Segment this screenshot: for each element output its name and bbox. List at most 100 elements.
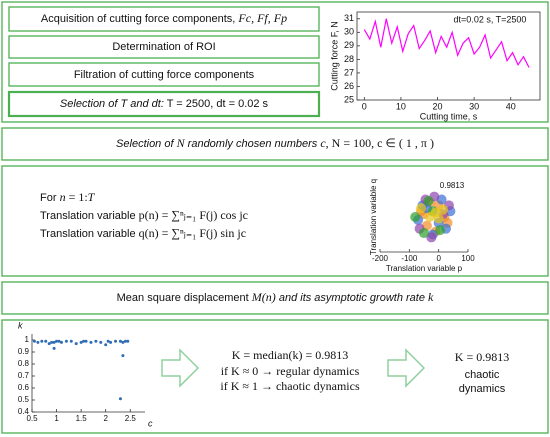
point: [59, 340, 63, 344]
point: [82, 339, 86, 343]
x-axis-label: Cutting time, s: [420, 111, 478, 121]
x-tick-label: 0.5: [26, 414, 38, 423]
text-part: Mean square displacement: [117, 292, 252, 304]
point: [40, 339, 44, 343]
step-text: Acquisition of cutting force components,…: [41, 11, 287, 25]
text-part: , N = 100, c ∈ ( 1 , π ): [326, 136, 434, 150]
step-box: [1, 281, 549, 315]
point: [79, 340, 83, 344]
annotation: dt=0.02 s, T=2500: [454, 14, 527, 24]
y-tick-label: 31: [344, 13, 354, 23]
step-text: Selection of N randomly chosen numbers c…: [116, 136, 434, 150]
text-part: Selection of: [116, 138, 177, 150]
y-tick-label: 27: [344, 67, 354, 77]
point: [126, 339, 130, 343]
y-axis-label: Cutting force F, N: [329, 21, 339, 91]
arrow: [161, 348, 200, 388]
text-part: N: [176, 136, 186, 150]
y-tick-label: 0.7: [18, 371, 30, 380]
point: [121, 354, 125, 358]
text-part: n: [60, 190, 66, 204]
point: [123, 339, 127, 343]
formula: Translation variable p(n) = ∑ⁿⱼ₌₁ F(j) c…: [40, 208, 248, 222]
point: [423, 195, 434, 206]
text-part: c: [320, 136, 326, 150]
step-box: [1, 319, 549, 434]
x-tick-label: 40: [506, 101, 516, 111]
text-part: T = 2500, dt = 0.02 s: [164, 98, 269, 110]
conclusion-text: dynamics: [459, 383, 506, 395]
x-axis-label: c: [148, 418, 153, 428]
text-part: randomly chosen numbers: [185, 138, 321, 150]
y-tick-label: 0.6: [18, 383, 30, 392]
text-part: Fc, Ff, Fp: [237, 11, 287, 25]
text-part: p(n) = ∑ⁿⱼ₌₁ F(j) cos jc: [139, 208, 248, 222]
y-tick-label: 28: [344, 54, 354, 64]
y-tick-label: 1: [25, 335, 30, 344]
conclusion-text: K = 0.9813: [455, 350, 509, 364]
point: [47, 342, 51, 346]
step-box: [8, 62, 320, 87]
point: [419, 228, 429, 239]
plot-frame: [356, 11, 541, 101]
text-part: For: [40, 192, 60, 204]
step-box: [7, 90, 321, 118]
x-tick-label: -100: [401, 254, 418, 263]
result-text: if K ≈ 0 → regular dynamics: [221, 364, 360, 378]
point: [84, 339, 88, 343]
point: [435, 225, 446, 236]
arrow: [387, 348, 426, 388]
point: [430, 207, 441, 218]
y-axis-label: Translation variable q: [369, 179, 378, 255]
x-tick-label: 1: [54, 414, 59, 423]
point: [52, 340, 56, 344]
step-text: Determination of ROI: [112, 41, 215, 53]
step-text: Filtration of cutting force components: [74, 69, 255, 81]
y-tick-label: 0.8: [18, 359, 30, 368]
conclusion-text: chaotic: [465, 369, 500, 381]
point: [55, 339, 59, 343]
formula: Translation variable q(n) = ∑ⁿⱼ₌₁ F(j) s…: [40, 226, 246, 240]
loop-header: For n = 1:T: [40, 190, 96, 204]
y-tick-label: 26: [344, 81, 354, 91]
step-box: [8, 6, 320, 32]
x-tick-label: 100: [461, 254, 475, 263]
point: [44, 339, 48, 343]
point: [121, 340, 125, 344]
y-tick-label: 0.9: [18, 347, 30, 356]
point: [74, 342, 78, 346]
text-part: Translation variable: [40, 228, 139, 240]
annotation: 0.9813: [440, 181, 465, 190]
point: [416, 203, 427, 214]
point: [118, 339, 122, 343]
text-part: Translation variable: [40, 210, 139, 222]
x-tick-label: 2: [103, 414, 108, 423]
point: [114, 339, 118, 343]
point: [118, 397, 122, 401]
x-axis-label: Translation variable p: [386, 264, 463, 273]
step-box: [1, 165, 549, 277]
text-part: M(n): [251, 290, 276, 304]
y-tick-label: 25: [344, 94, 354, 104]
line: [363, 18, 530, 68]
x-tick-label: 0: [362, 101, 367, 111]
x-tick-label: 30: [469, 101, 479, 111]
text-part: T: [88, 190, 96, 204]
text-part: q(n) = ∑ⁿⱼ₌₁ F(j) sin jc: [139, 226, 246, 240]
x-tick-label: 10: [396, 101, 406, 111]
point: [64, 339, 68, 343]
point: [36, 340, 40, 344]
x-tick-label: 2.5: [125, 414, 137, 423]
point: [426, 232, 437, 243]
x-tick-label: 1.5: [76, 414, 88, 423]
y-tick-label: 0.5: [18, 395, 30, 404]
text-part: Acquisition of cutting force components,: [41, 13, 239, 25]
result-text: if K ≈ 1 → chaotic dynamics: [220, 379, 360, 393]
y-tick-label: 30: [344, 27, 354, 37]
point: [106, 339, 110, 343]
text-part: Selection of T and dt:: [60, 98, 164, 110]
point: [99, 340, 103, 344]
point: [94, 339, 98, 343]
text-part: = 1:: [66, 190, 88, 204]
